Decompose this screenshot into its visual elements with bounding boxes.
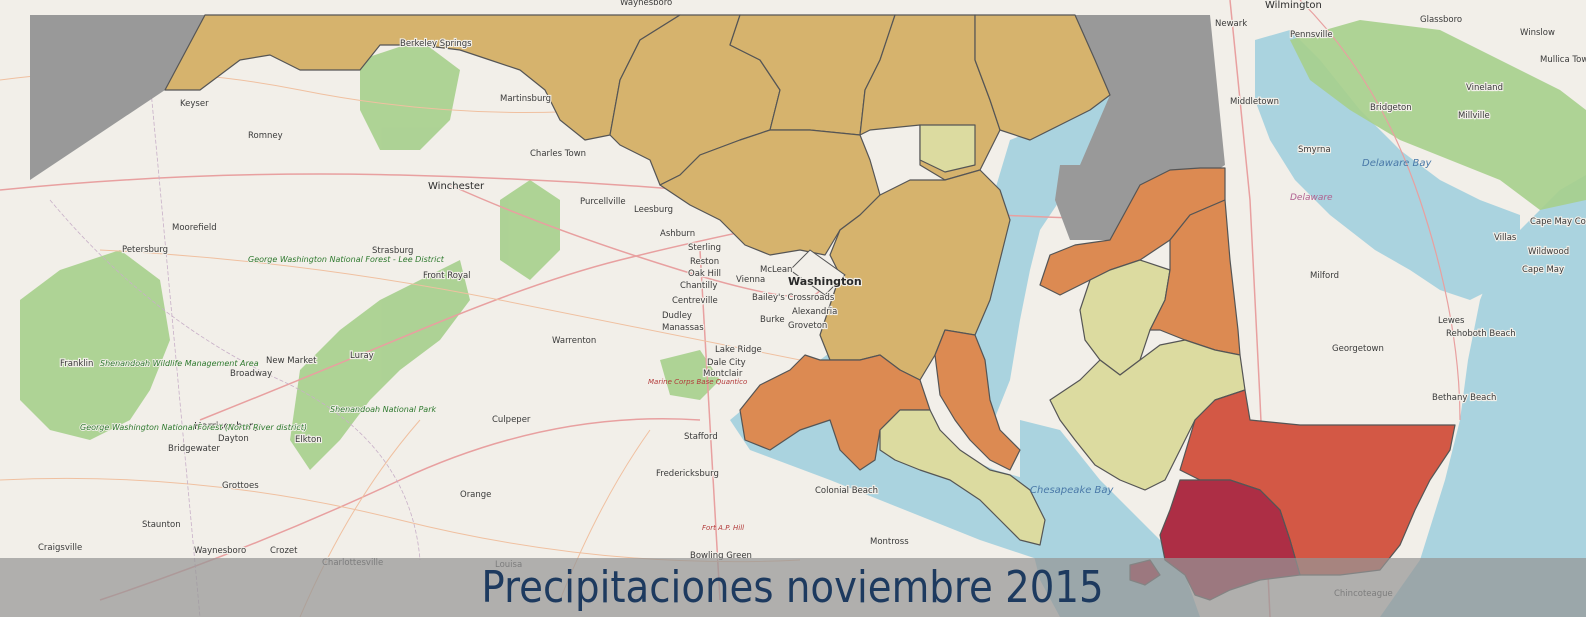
county-queen-annes[interactable] — [1079, 259, 1171, 376]
place-label: Burke — [760, 315, 785, 325]
place-label: Luray — [350, 351, 374, 361]
park-label: George Washington National Forest (North… — [80, 423, 307, 432]
place-label: Ashburn — [660, 229, 695, 239]
place-label: Purcellville — [580, 197, 626, 207]
place-label: Milford — [1310, 271, 1339, 281]
county-st-marys[interactable] — [879, 409, 1046, 546]
place-label: Villas — [1494, 233, 1517, 243]
place-label: Dudley — [662, 311, 692, 321]
forest-areas — [20, 20, 1586, 470]
place-label: Orange — [460, 490, 491, 500]
water-label: Chesapeake Bay — [1030, 485, 1115, 496]
park-label: Fort A.P. Hill — [702, 524, 744, 532]
county-charles[interactable] — [739, 354, 931, 471]
park-labels: George Washington National Forest - Lee … — [79, 254, 747, 532]
place-label: McLean — [760, 265, 792, 275]
county-harford-cecil[interactable] — [974, 14, 1111, 141]
park-label: Shenandoah National Park — [330, 405, 436, 414]
place-label: Grottoes — [222, 481, 259, 491]
place-label: Culpeper — [492, 415, 531, 425]
place-labels: Waynesboro Wilmington Newark Glassboro W… — [37, 0, 1586, 600]
place-label: Mullica Township — [1540, 55, 1586, 65]
map-title: Precipitaciones noviembre 2015 — [481, 562, 1105, 613]
place-label: Oak Hill — [688, 269, 721, 279]
title-bar: Precipitaciones noviembre 2015 — [0, 558, 1586, 617]
place-label: Romney — [248, 131, 283, 141]
place-label: Smyrna — [1298, 145, 1331, 155]
place-label: Dayton — [218, 434, 249, 444]
place-label: Moorefield — [172, 223, 217, 233]
place-label: Lewes — [1438, 316, 1465, 326]
place-label: Chantilly — [680, 281, 717, 291]
water-labels: Chesapeake Bay Delaware Bay Delaware — [1030, 158, 1432, 496]
place-label: Lake Ridge — [715, 345, 762, 355]
place-label: Winchester — [428, 181, 485, 192]
place-label: Wildwood — [1528, 247, 1569, 257]
place-label: Stafford — [684, 432, 718, 442]
place-label: Vienna — [736, 275, 765, 285]
place-label: Broadway — [230, 369, 272, 379]
park-label: George Washington National Forest - Lee … — [248, 255, 445, 264]
place-label: Newark — [1215, 19, 1247, 29]
place-label: Craigsville — [38, 543, 82, 553]
place-label: Waynesboro — [194, 546, 246, 556]
place-label: Berkeley Springs — [400, 39, 472, 49]
place-label: Harrisonburg — [194, 421, 259, 432]
place-label: Middletown — [1230, 97, 1279, 107]
place-label: Bridgeton — [1370, 103, 1412, 113]
place-label: Warrenton — [552, 336, 596, 346]
place-label: Sterling — [688, 243, 721, 253]
place-label: Centreville — [672, 296, 718, 306]
place-label: Fredericksburg — [656, 469, 719, 479]
park-label: Marine Corps Base Quantico — [648, 378, 747, 386]
place-label: Elkton — [295, 435, 322, 445]
place-label: Alexandria — [792, 307, 837, 317]
place-label: Georgetown — [1332, 344, 1384, 354]
place-label: Keyser — [180, 99, 209, 109]
place-label: Petersburg — [122, 245, 168, 255]
place-label: Reston — [690, 257, 719, 267]
upper-bay — [960, 60, 1195, 430]
place-label: Franklin — [60, 359, 93, 369]
place-label: Martinsburg — [500, 94, 551, 104]
place-label: Glassboro — [1420, 15, 1462, 25]
place-label: Groveton — [788, 321, 827, 331]
place-label: Bethany Beach — [1432, 393, 1496, 403]
place-label: Charles Town — [530, 149, 586, 159]
place-label: Washington — [788, 275, 862, 288]
place-label: Crozet — [270, 546, 298, 556]
place-label: Millville — [1458, 111, 1490, 121]
delaware-bay — [1255, 30, 1520, 300]
place-label: Waynesboro — [620, 0, 672, 8]
place-label: Bridgewater — [168, 444, 220, 454]
place-label: Cape May Court House — [1530, 217, 1586, 227]
place-label: Winslow — [1520, 28, 1555, 38]
place-label: Montclair — [703, 369, 743, 379]
place-label: Manassas — [662, 323, 704, 333]
county-baltimore-city[interactable] — [919, 124, 976, 173]
place-label: Front Royal — [423, 271, 471, 281]
place-label: Cape May — [1522, 265, 1564, 275]
place-label: Colonial Beach — [815, 486, 878, 496]
place-label: Dale City — [707, 358, 746, 368]
water-label: Delaware Bay — [1362, 158, 1432, 169]
place-label: Leesburg — [634, 205, 673, 215]
place-label: Pennsville — [1290, 30, 1333, 40]
place-label: Bailey's Crossroads — [752, 293, 835, 303]
state-label: Delaware — [1290, 193, 1333, 203]
county-calvert[interactable] — [934, 329, 1021, 471]
county-kent[interactable] — [1039, 167, 1226, 296]
place-label: Vineland — [1466, 83, 1503, 93]
place-label: Wilmington — [1265, 0, 1322, 11]
place-label: Staunton — [142, 520, 181, 530]
place-label: Strasburg — [372, 246, 413, 256]
dc-outline — [789, 249, 846, 296]
atlantic-ocean — [1380, 0, 1586, 617]
park-label: Shenandoah Wildlife Management Area — [100, 359, 259, 368]
place-label: Rehoboth Beach — [1446, 329, 1516, 339]
place-label: New Market — [266, 356, 317, 366]
place-label: Montross — [870, 537, 909, 547]
